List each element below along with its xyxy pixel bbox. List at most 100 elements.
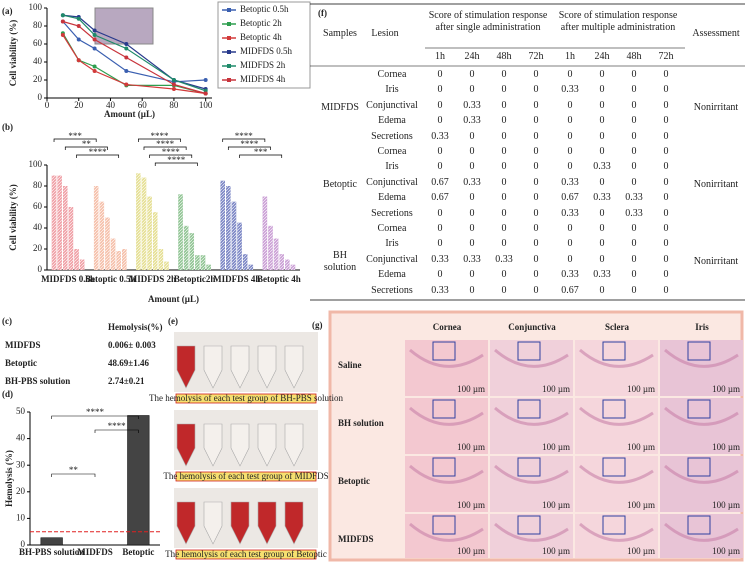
lesion-label: Edema <box>378 192 406 204</box>
legend-marker <box>227 36 231 40</box>
legend-label: Betoptic 0.5h <box>240 4 289 14</box>
column-label: Sclera <box>605 322 629 332</box>
tube <box>203 423 223 467</box>
score: 0 <box>599 284 605 296</box>
time-header: 48h <box>496 51 512 62</box>
histology-image <box>575 514 658 558</box>
score: 0 <box>599 115 605 127</box>
histology-image <box>490 456 573 512</box>
score: 0 <box>599 238 605 250</box>
bar-hatch <box>183 225 189 270</box>
zoom-box <box>432 341 456 361</box>
point <box>60 33 65 37</box>
tube <box>257 345 277 389</box>
sig-label: **** <box>235 131 254 141</box>
table-header: Lesion <box>371 28 399 39</box>
score: 0 <box>663 207 669 219</box>
x-tick-label: Betoptic <box>122 547 154 557</box>
score: 0 <box>631 223 637 234</box>
panel-label: (c) <box>2 316 12 326</box>
score: 0 <box>469 84 475 96</box>
lesion-label: Cornea <box>377 146 407 157</box>
score: 0 <box>437 84 443 96</box>
score: 0 <box>501 146 507 157</box>
bar-hatch <box>268 225 273 270</box>
lesion-label: Conjunctival <box>366 99 418 111</box>
score: 0 <box>631 130 637 142</box>
scale-bar-label: 100 µm <box>712 384 740 394</box>
time-header: 72h <box>658 51 674 62</box>
histology-image <box>405 340 488 396</box>
tissue-fold <box>409 464 484 484</box>
bar-hatch <box>279 254 284 270</box>
scale-bar-label: 100 µm <box>457 384 485 394</box>
histology-image <box>405 514 488 558</box>
score: 0.33 <box>495 253 513 265</box>
point <box>124 69 129 73</box>
legend-label: Betoptic 2h <box>240 18 282 28</box>
score: 0 <box>469 269 475 281</box>
table-cell: 2.74±0.21 <box>108 376 145 386</box>
panel-label: (f) <box>318 8 327 18</box>
bar <box>40 537 63 546</box>
series-line <box>62 14 206 92</box>
scale-bar-label: 100 µm <box>457 442 485 452</box>
score: 0 <box>663 84 669 96</box>
legend-label: MIDFDS 2h <box>240 60 286 70</box>
score: 0 <box>533 284 539 296</box>
score: 0 <box>663 130 669 142</box>
score: 0 <box>567 161 573 173</box>
point <box>92 28 97 33</box>
time-header: 1h <box>435 51 445 62</box>
tube <box>257 423 277 467</box>
bar-hatch <box>141 177 147 270</box>
caption-box <box>175 471 317 482</box>
score: 0.33 <box>463 99 481 111</box>
group-label: MIDFDS 2h <box>129 274 176 284</box>
sample-label: BH solution <box>323 249 357 273</box>
lesion-label: Secretions <box>371 207 413 219</box>
row-label: Saline <box>338 360 362 370</box>
group-label: MIDFDS 0.5h <box>41 274 95 284</box>
sig-bracket <box>76 154 120 158</box>
histology-image <box>405 398 488 454</box>
score: 0 <box>469 146 475 157</box>
score: 0.33 <box>561 269 579 281</box>
y-tick-label: 100 <box>29 159 43 169</box>
bar-hatch <box>164 261 169 270</box>
photo-caption: The hemolysis of each test group of BH-P… <box>149 393 343 403</box>
point <box>60 19 65 24</box>
sig-bracket <box>149 154 193 158</box>
tube <box>203 501 223 545</box>
x-tick-label: BH-PBS solution <box>19 547 84 557</box>
series-line <box>62 20 206 95</box>
score: 0 <box>501 284 507 296</box>
time-header: 1h <box>565 51 575 62</box>
point <box>171 78 176 82</box>
score: 0 <box>501 192 507 204</box>
zoom-box <box>432 399 456 419</box>
y-tick-label: 0 <box>38 264 43 274</box>
lesion-label: Cornea <box>377 69 407 80</box>
table-header: Score of stimulation response after mult… <box>558 10 678 33</box>
bar-hatch <box>220 180 225 270</box>
tissue-fold <box>409 406 484 426</box>
bar-hatch <box>290 264 296 270</box>
sig-label: **** <box>162 147 181 157</box>
x-tick-label: 60 <box>138 100 148 110</box>
score: 0 <box>437 115 443 127</box>
point <box>203 78 208 82</box>
point <box>76 58 81 63</box>
group-label: MIDFDS 4h <box>213 274 260 284</box>
x-tick-label: 80 <box>169 100 179 110</box>
point <box>92 33 97 37</box>
sig-bracket <box>239 154 283 158</box>
bar-hatch <box>57 175 62 270</box>
score: 0 <box>533 69 539 80</box>
time-header: 72h <box>528 51 544 62</box>
score: 0 <box>437 69 443 80</box>
row-label: MIDFDS <box>338 534 374 544</box>
legend-label: Betoptic 4h <box>240 32 282 42</box>
score: 0 <box>663 69 669 80</box>
